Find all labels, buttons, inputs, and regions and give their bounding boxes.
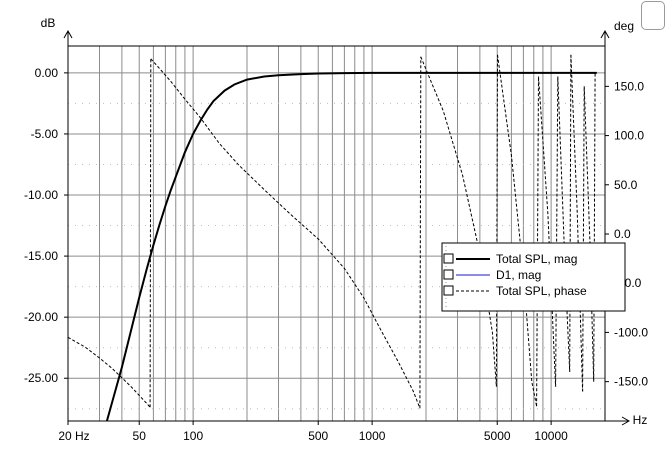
y-left-tick-label: -10.00	[24, 188, 58, 202]
legend-label: Total SPL, mag	[496, 252, 577, 266]
y-left-tick-label: -25.00	[24, 371, 58, 385]
legend-checkbox[interactable]	[443, 285, 454, 296]
y-right-arrow	[600, 29, 610, 39]
x-tick-label: 5000	[484, 429, 511, 443]
series-line-3	[68, 336, 151, 408]
axes	[63, 29, 631, 426]
y-right-unit-label: deg	[614, 19, 634, 33]
y-left-arrow	[63, 29, 73, 39]
plot-area	[68, 46, 605, 421]
y-right-tick-label: 0.0	[614, 227, 631, 241]
y-right-tick-label: -150.0	[614, 375, 648, 389]
y-right-tick-label: 50.0	[614, 178, 638, 192]
series-line-3	[149, 58, 152, 408]
x-tick-label: 100	[183, 429, 203, 443]
series-line-3	[495, 54, 498, 387]
x-arrow	[621, 416, 631, 426]
y-left-tick-label: -20.00	[24, 310, 58, 324]
series-line-3	[538, 76, 557, 387]
y-left-unit-label: dB	[41, 16, 56, 30]
y-left-tick-label: 0.00	[35, 66, 59, 80]
x-unit-label: Hz	[633, 413, 648, 427]
series-line-3	[582, 86, 585, 392]
legend-checkbox[interactable]	[443, 253, 454, 264]
series-line-3	[150, 58, 421, 409]
legend-box	[441, 242, 626, 312]
series-line-3	[419, 56, 422, 409]
series-line-3	[593, 71, 596, 382]
corner-checkbox[interactable]	[641, 1, 665, 30]
legend-checkbox[interactable]	[443, 269, 454, 280]
series-line-1	[105, 71, 597, 421]
series-line-3	[569, 54, 572, 372]
y-right-tick-label: -100.0	[614, 325, 648, 339]
x-tick-label: 20 Hz	[58, 429, 89, 443]
legend-label: D1, mag	[496, 268, 541, 282]
x-tick-label: 1000	[359, 429, 386, 443]
grid	[67, 46, 606, 421]
x-tick-label: 50	[133, 429, 147, 443]
legend-label: Total SPL, phase	[496, 284, 587, 298]
x-tick-label: 10000	[534, 429, 568, 443]
y-left-tick-label: -15.00	[24, 249, 58, 263]
y-right-tick-label: 100.0	[614, 129, 644, 143]
series-line-3	[570, 54, 584, 392]
series-line-3	[420, 56, 497, 387]
y-left-tick-label: -5.00	[31, 127, 59, 141]
x-tick-label: 500	[308, 429, 328, 443]
series-line-3	[555, 76, 559, 387]
tick-labels: 20 Hz 50 100 500 1000 5000 10000 Hz 0.00 -5.00 -10…	[24, 16, 648, 443]
y-right-tick-label: 150.0	[614, 79, 644, 93]
legend[interactable]: Total SPL, mag D1, mag Total SPL, phase	[441, 242, 626, 312]
